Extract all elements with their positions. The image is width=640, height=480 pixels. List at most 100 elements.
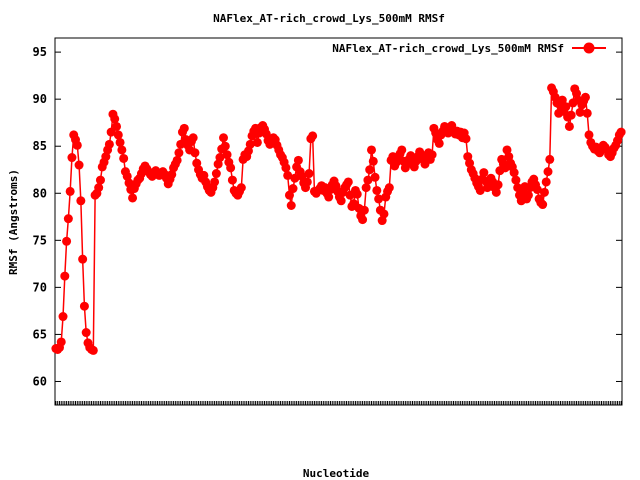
data-point <box>336 196 346 206</box>
data-point <box>557 95 567 105</box>
plot-frame <box>54 37 623 406</box>
data-point <box>584 130 594 140</box>
data-point <box>359 205 369 215</box>
data-point <box>172 155 182 165</box>
y-tick-label: 85 <box>33 139 47 153</box>
data-point <box>475 185 485 195</box>
chart-title: NAFlex_AT-rich_crowd_Lys_500mM RMSf <box>213 12 445 25</box>
data-point <box>72 140 82 150</box>
data-point <box>384 183 394 193</box>
data-point <box>616 127 626 137</box>
data-point <box>104 139 114 149</box>
data-point <box>509 168 519 178</box>
data-point <box>226 163 236 173</box>
data-point <box>281 163 291 173</box>
data-point <box>358 215 368 225</box>
data-point <box>575 107 585 117</box>
legend-marker <box>583 42 595 54</box>
data-point <box>110 114 120 124</box>
y-axis: 60 65 70 75 80 85 90 95 <box>33 45 622 388</box>
data-point <box>252 137 262 147</box>
data-point <box>283 170 293 180</box>
data-point <box>302 177 312 187</box>
data-point <box>532 185 542 195</box>
data-point <box>582 108 592 118</box>
data-point <box>370 172 380 182</box>
data-point <box>222 150 232 160</box>
data-point <box>366 145 376 155</box>
data-point <box>56 337 66 347</box>
data-point <box>128 193 138 203</box>
legend: NAFlex_AT-rich_crowd_Lys_500mM RMSf <box>332 42 606 55</box>
data-point <box>190 148 200 158</box>
data-point <box>361 183 371 193</box>
y-tick-label: 70 <box>33 280 47 294</box>
x-axis <box>55 401 622 405</box>
data-point <box>491 187 501 197</box>
data-point <box>115 137 125 147</box>
data-point <box>564 121 574 131</box>
y-tick-label: 65 <box>33 327 47 341</box>
data-point <box>188 133 198 143</box>
data-point <box>284 190 294 200</box>
data-point <box>545 154 555 164</box>
data-point <box>493 180 503 190</box>
data-point <box>286 201 296 210</box>
data-point <box>117 145 127 155</box>
data-point <box>374 194 384 204</box>
data-point <box>288 184 298 194</box>
y-axis-label: RMSf (Angstroms) <box>7 169 20 275</box>
data-point <box>461 134 471 144</box>
legend-label: NAFlex_AT-rich_crowd_Lys_500mM RMSf <box>332 42 564 55</box>
data-point <box>538 200 548 210</box>
data-point <box>113 130 123 140</box>
data-point <box>541 177 551 187</box>
data-point <box>363 175 373 185</box>
data-point <box>65 186 75 196</box>
data-point <box>368 156 378 166</box>
data-point <box>60 271 70 281</box>
data-point <box>379 209 389 219</box>
data-point <box>539 187 549 197</box>
data-point <box>215 153 225 163</box>
data-point <box>561 102 571 112</box>
data-point <box>211 169 221 179</box>
data-point <box>63 214 73 224</box>
data-point <box>479 168 489 178</box>
data-point <box>523 190 533 200</box>
data-point <box>352 189 362 199</box>
data-point <box>324 192 334 202</box>
data-point <box>88 345 98 355</box>
data-point <box>566 110 576 120</box>
data-point <box>511 175 521 185</box>
series-line <box>55 87 622 352</box>
data-point <box>78 254 88 264</box>
data-point <box>106 127 116 137</box>
data-point <box>343 177 353 187</box>
data-point <box>58 312 68 322</box>
data-point <box>406 151 416 161</box>
y-tick-label: 95 <box>33 45 47 59</box>
data-point <box>94 183 104 193</box>
data-point <box>543 167 553 177</box>
data-point <box>236 183 246 193</box>
data-point <box>219 133 228 143</box>
data-point <box>245 139 255 149</box>
data-point <box>62 236 72 246</box>
data-point <box>427 150 437 160</box>
data-point <box>95 175 105 185</box>
data-point <box>372 185 382 195</box>
data-point <box>290 173 300 183</box>
data-point <box>308 131 318 141</box>
data-point <box>81 328 91 338</box>
data-point <box>112 121 122 131</box>
data-point <box>434 138 444 148</box>
data-point <box>580 92 590 102</box>
data-point <box>74 160 84 170</box>
y-tick-label: 80 <box>33 186 47 200</box>
data-point <box>210 177 220 187</box>
y-tick-label: 60 <box>33 374 47 388</box>
data-point <box>220 141 230 151</box>
series-rmsf <box>51 83 626 355</box>
